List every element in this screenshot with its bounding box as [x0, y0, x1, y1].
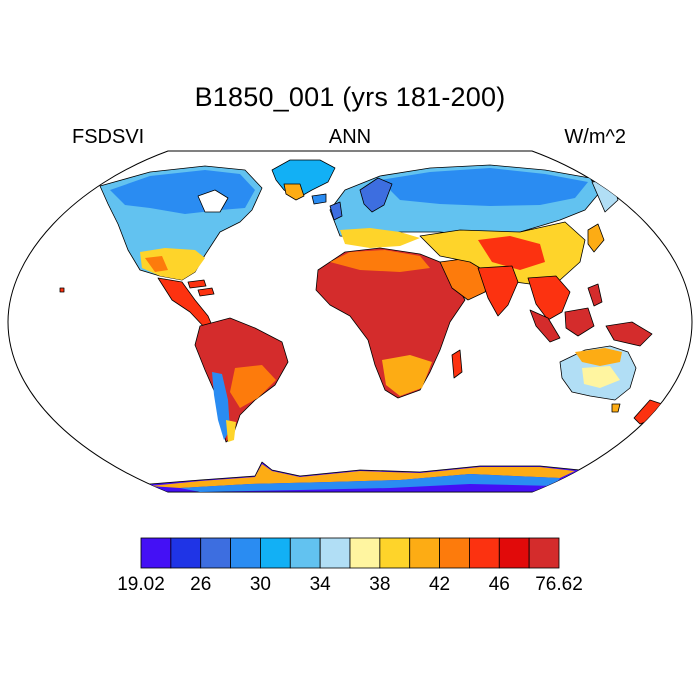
colorbar-cell: [409, 537, 440, 569]
hawaii: [59, 287, 65, 293]
tibet: [478, 236, 545, 270]
caribbean: [197, 287, 215, 297]
sumatra: [529, 309, 561, 343]
siberia-cold: [380, 168, 588, 206]
colorbar-cell: [140, 537, 172, 569]
sahara-north: [330, 250, 430, 272]
colorbar-tick-label: 76.62: [535, 574, 583, 595]
colorbar-tick-label: 26: [190, 574, 212, 595]
madagascar: [451, 349, 463, 379]
colorbar-cell: [439, 537, 470, 569]
colorbar-cell: [349, 537, 381, 569]
variable-label: FSDSVI: [72, 126, 145, 148]
colorbar-tick-label: 42: [428, 574, 451, 595]
colorbar-cell: [319, 537, 351, 569]
colorbar-cell: [498, 537, 530, 569]
japan: [587, 223, 605, 253]
andes-cool: [212, 372, 230, 440]
india: [477, 265, 519, 317]
hudson-bay: [197, 189, 229, 213]
plot-title: B1850_001 (yrs 181-200): [194, 82, 506, 112]
iceland: [311, 193, 327, 205]
antarctica-coast-warm: [150, 464, 575, 488]
colorbar-tick-label: 46: [488, 574, 510, 595]
southeast-asia: [527, 275, 571, 321]
southern-brazil: [230, 365, 276, 408]
colorbar-cell: [469, 537, 500, 569]
colorbar-cell: [170, 537, 202, 569]
cuba: [187, 279, 207, 289]
colorbar-cell: [379, 537, 411, 569]
usa-warm: [140, 248, 205, 280]
australia-north: [575, 348, 622, 366]
tasmania: [611, 403, 621, 413]
greenland-south: [283, 183, 305, 201]
british-isles: [329, 201, 343, 221]
antarctica-coast-cool: [180, 474, 560, 492]
scandinavia: [359, 177, 393, 213]
new-guinea: [605, 321, 653, 347]
units-label: W/m^2: [564, 126, 626, 148]
australia-interior: [582, 366, 620, 388]
southern-africa: [382, 355, 432, 396]
colorbar-tick-label: 30: [249, 574, 271, 595]
season-label: ANN: [328, 126, 372, 148]
colorbar-tick-label: 34: [309, 574, 331, 595]
philippines: [587, 283, 603, 307]
usa-southwest: [145, 256, 168, 272]
colorbar-cell: [230, 537, 261, 569]
colorbar-tick-label: 38: [369, 574, 391, 595]
colorbar-tick-label: 19.02: [117, 574, 165, 595]
patagonia: [226, 420, 236, 442]
colorbar-cell: [200, 537, 231, 569]
europe-south: [340, 228, 420, 248]
colorbar-cell: [528, 537, 560, 569]
colorbar-cell: [289, 537, 321, 569]
borneo: [564, 307, 595, 337]
colorbar-cell: [260, 537, 291, 569]
africa: [315, 247, 466, 399]
